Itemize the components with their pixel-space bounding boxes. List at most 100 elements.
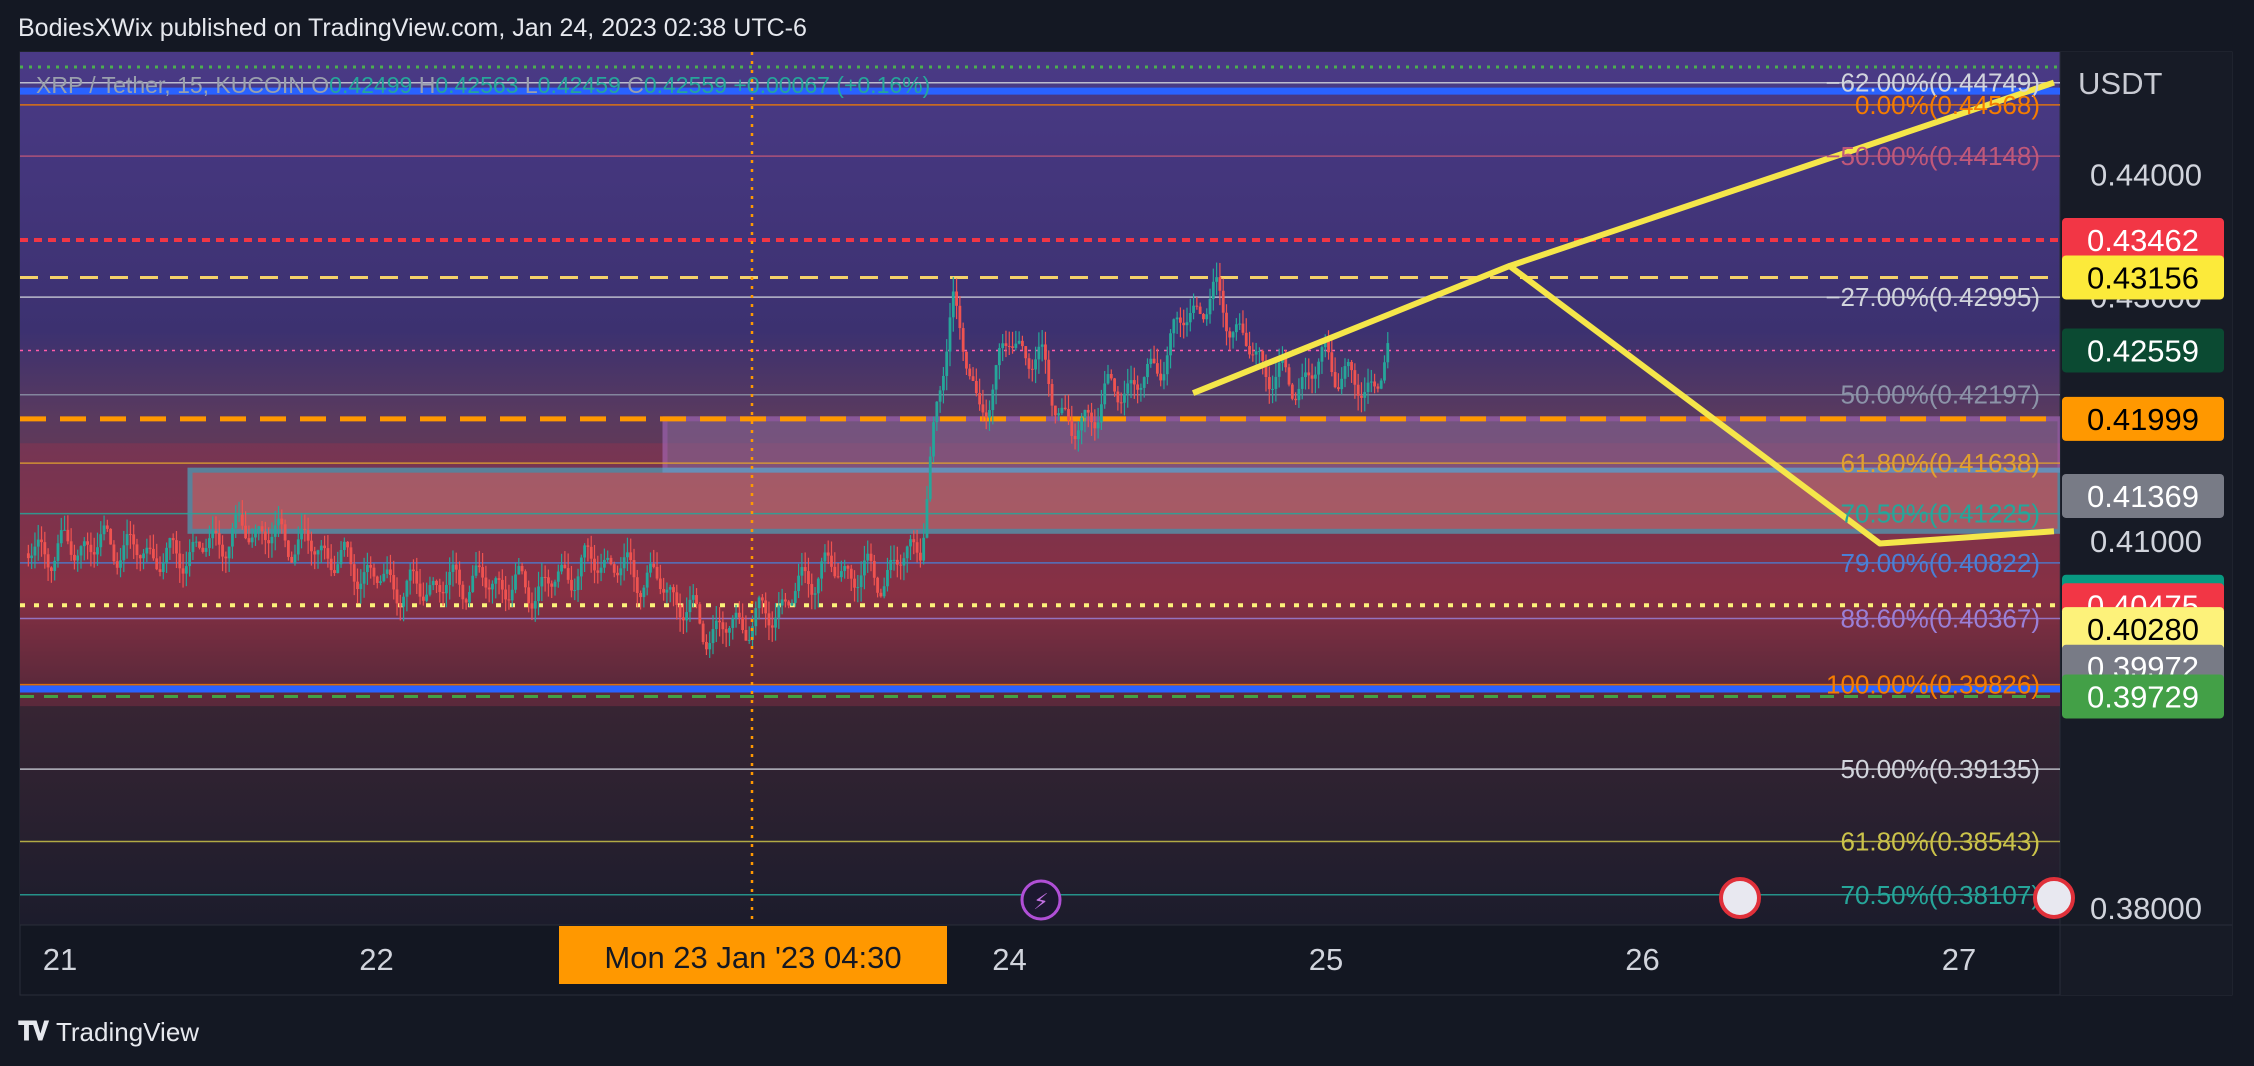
price-tag-3: 0.41999 — [2087, 402, 2199, 437]
candle-body-115 — [405, 580, 409, 597]
candle-body-406 — [1363, 392, 1367, 398]
candle-body-14 — [73, 554, 76, 561]
candle-body-133 — [464, 599, 468, 603]
candle-body-345 — [1162, 374, 1166, 381]
candle-body-268 — [909, 539, 912, 547]
candle-body-271 — [918, 552, 922, 561]
candle-body-297 — [1004, 343, 1008, 346]
candle-body-158 — [547, 577, 550, 584]
candle-body-7 — [49, 567, 53, 571]
candle-body-205 — [701, 623, 705, 642]
candle-body-118 — [415, 571, 419, 584]
candle-body-222 — [757, 597, 761, 609]
candle-body-229 — [780, 599, 784, 606]
change-value: +0.00067 (+0.16%) — [733, 72, 931, 98]
candle-body-317 — [1070, 420, 1074, 436]
candle-body-261 — [886, 570, 889, 587]
candle-body-311 — [1050, 383, 1054, 406]
fib-label-6: 70.50%(0.41225) — [1841, 499, 2040, 529]
candle-body-241 — [820, 561, 824, 579]
candle-body-285 — [965, 351, 968, 369]
candle-body-108 — [382, 573, 386, 582]
candle-body-155 — [537, 586, 540, 602]
candle-body-16 — [79, 546, 83, 556]
candle-body-385 — [1294, 398, 1298, 401]
price-chart[interactable]: −62.00%(0.44749)0.00%(0.44568) −50.00%(0.… — [0, 0, 2254, 1000]
low-value: 0.42459 — [537, 72, 621, 98]
tradingview-logo[interactable]: 𝐓𝐕 TradingView — [18, 1016, 199, 1048]
candle-body-375 — [1261, 350, 1265, 361]
candle-body-17 — [82, 541, 86, 547]
candle-body-411 — [1379, 380, 1383, 389]
candle-body-389 — [1307, 372, 1311, 376]
candle-body-403 — [1353, 370, 1357, 385]
crosshair-label-bg — [559, 926, 947, 984]
candle-body-46 — [178, 553, 182, 569]
candle-body-54 — [204, 548, 208, 552]
candle-body-56 — [211, 530, 215, 539]
candle-body-85 — [306, 530, 310, 541]
candle-body-394 — [1323, 340, 1327, 348]
candle-body-40 — [158, 569, 162, 573]
candle-body-275 — [932, 422, 935, 457]
x-tick-6: 27 — [1942, 942, 1976, 977]
candle-body-143 — [497, 578, 501, 580]
candle-body-113 — [398, 603, 402, 607]
price-tag-bg-0 — [2062, 218, 2224, 263]
candle-body-176 — [606, 557, 610, 560]
candle-body-336 — [1132, 380, 1136, 385]
candle-body-116 — [408, 569, 412, 581]
candle-body-53 — [201, 547, 205, 552]
us-flag-event-icon — [1719, 877, 1761, 919]
candle-body-210 — [718, 620, 721, 623]
candle-body-68 — [250, 537, 254, 543]
candle-body-245 — [833, 566, 837, 577]
candle-body-51 — [194, 541, 198, 543]
candle-body-90 — [323, 545, 326, 549]
currency-label: USDT — [2078, 66, 2163, 101]
publisher-line: BodiesXWix published on TradingView.com,… — [18, 14, 807, 42]
candle-body-71 — [260, 526, 264, 532]
candle-body-331 — [1116, 391, 1120, 403]
candle-body-187 — [642, 587, 646, 598]
candle-body-393 — [1320, 347, 1324, 362]
candle-body-25 — [109, 528, 113, 545]
candle-body-250 — [849, 568, 853, 579]
candle-body-235 — [800, 567, 804, 576]
candle-body-59 — [221, 544, 224, 557]
candle-body-308 — [1040, 344, 1044, 347]
candle-body-12 — [66, 529, 70, 542]
candle-body-272 — [922, 537, 926, 561]
candle-body-27 — [115, 561, 119, 568]
candle-body-198 — [678, 604, 682, 618]
fib-label-2: −50.00%(0.44148) — [1825, 141, 2040, 171]
fib-label-3: −27.00%(0.42995) — [1825, 282, 2040, 312]
candle-body-258 — [876, 577, 879, 593]
candle-body-335 — [1129, 380, 1133, 384]
candle-body-365 — [1228, 331, 1232, 338]
candle-body-363 — [1221, 290, 1225, 313]
candle-body-408 — [1369, 381, 1373, 383]
candle-body-265 — [899, 564, 903, 566]
candle-body-102 — [362, 572, 366, 584]
candle-body-78 — [283, 524, 287, 541]
candle-body-196 — [672, 587, 675, 593]
price-tag-9: 0.39729 — [2087, 679, 2199, 714]
candle-body-81 — [293, 554, 297, 563]
candle-body-216 — [737, 612, 741, 618]
candle-body-369 — [1241, 323, 1245, 333]
candle-body-380 — [1277, 362, 1281, 377]
candle-body-209 — [714, 620, 718, 630]
candle-body-410 — [1376, 386, 1380, 389]
candle-body-325 — [1096, 422, 1100, 429]
price-tag-2: 0.42559 — [2087, 333, 2199, 368]
candle-body-19 — [89, 544, 93, 553]
candle-body-21 — [96, 547, 99, 555]
candle-body-349 — [1175, 317, 1179, 320]
candle-body-58 — [217, 533, 221, 545]
candle-body-72 — [263, 531, 267, 541]
close-value: 0.42559 — [643, 72, 727, 98]
fib-label-10: 50.00%(0.39135) — [1841, 754, 2040, 784]
price-tag-bg-1 — [2062, 255, 2224, 300]
candle-body-260 — [882, 586, 886, 597]
